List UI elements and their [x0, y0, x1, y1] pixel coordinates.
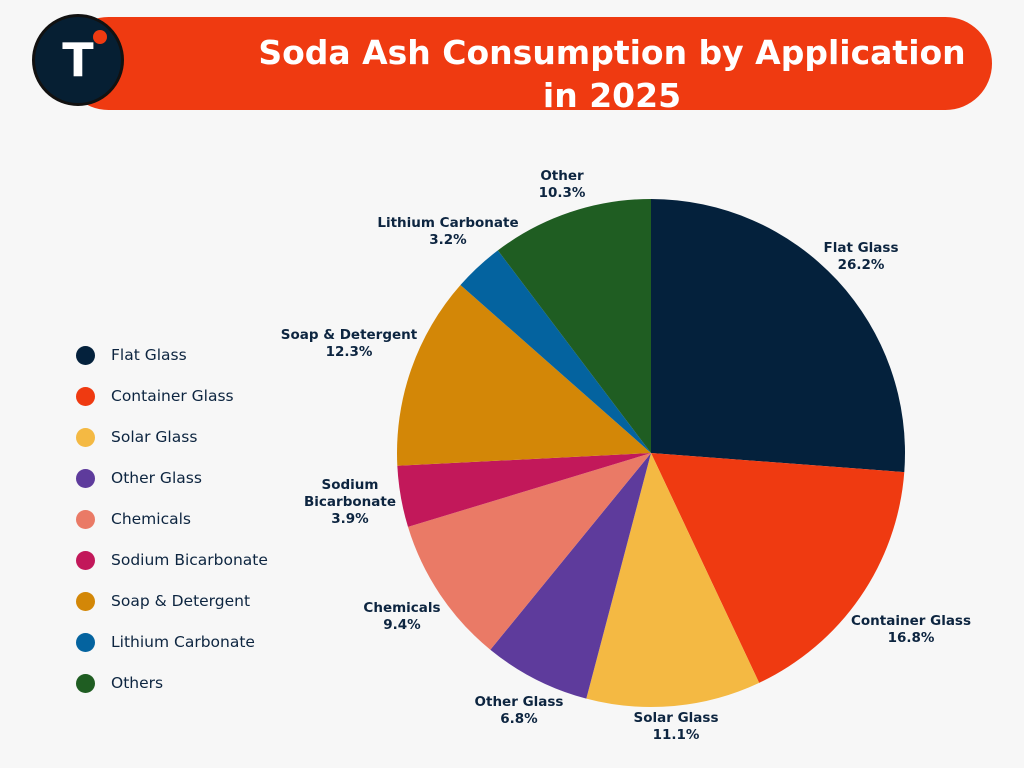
logo-dot-icon: [93, 30, 107, 44]
slice-label-line: Flat Glass: [823, 240, 898, 256]
slice-label-line: 9.4%: [383, 617, 421, 633]
slice-label-line: 26.2%: [838, 257, 885, 273]
slice-label-line: 16.8%: [888, 630, 935, 646]
pie-slice-chemicals: [408, 453, 651, 650]
slice-label-line: 11.1%: [653, 727, 700, 743]
legend-label: Others: [111, 674, 164, 692]
legend-swatch: [76, 510, 95, 529]
slice-label-line: 3.9%: [331, 511, 369, 527]
legend-item-sodium-bicarbonate: Sodium Bicarbonate: [76, 549, 268, 590]
slice-label-line: Sodium: [322, 477, 379, 493]
slice-label-line: 10.3%: [539, 185, 586, 201]
pie-slice-solar-glass: [586, 453, 760, 708]
slice-label-lithium-carbonate: Lithium Carbonate 3.2%: [377, 215, 518, 248]
legend-swatch: [76, 387, 95, 406]
chart-title-line-1: Soda Ash Consumption by Application: [258, 33, 966, 72]
chart-title-line-2: in 2025: [542, 76, 682, 115]
pie-slice-container-glass: [651, 453, 905, 683]
legend-swatch: [76, 592, 95, 611]
legend-swatch: [76, 674, 95, 693]
pie-slice-other-glass: [490, 453, 651, 699]
slice-label-sodium-bicarbonate: Sodium Bicarbonate 3.9%: [304, 477, 396, 527]
chart-legend: Flat Glass Container Glass Solar Glass O…: [76, 344, 268, 713]
slice-label-container-glass: Container Glass 16.8%: [851, 613, 971, 646]
legend-swatch: [76, 633, 95, 652]
slice-label-chemicals: Chemicals 9.4%: [363, 600, 440, 633]
legend-item-solar-glass: Solar Glass: [76, 426, 268, 467]
slice-label-flat-glass: Flat Glass 26.2%: [823, 240, 898, 273]
slice-label-line: 12.3%: [326, 344, 373, 360]
brand-logo: T: [32, 14, 124, 106]
pie-slice-flat-glass: [651, 199, 906, 473]
slice-label-line: 6.8%: [500, 711, 538, 727]
title-banner: Soda Ash Consumption by Application in 2…: [62, 17, 992, 115]
legend-swatch: [76, 428, 95, 447]
slice-label-line: Bicarbonate: [304, 494, 396, 510]
legend-label: Soap & Detergent: [111, 592, 251, 610]
slice-label-solar-glass: Solar Glass 11.1%: [634, 710, 719, 743]
slice-label-line: Container Glass: [851, 613, 971, 629]
chart-title: Soda Ash Consumption by Application in 2…: [212, 31, 1012, 117]
slice-label-other: Other 10.3%: [539, 168, 586, 201]
legend-label: Flat Glass: [111, 346, 187, 364]
slice-label-line: Other: [540, 168, 584, 184]
legend-label: Chemicals: [111, 510, 191, 528]
legend-item-soap-detergent: Soap & Detergent: [76, 590, 268, 631]
legend-item-container-glass: Container Glass: [76, 385, 268, 426]
legend-item-other-glass: Other Glass: [76, 467, 268, 508]
legend-label: Sodium Bicarbonate: [111, 551, 268, 569]
legend-label: Other Glass: [111, 469, 202, 487]
slice-label-soap-detergent: Soap & Detergent 12.3%: [281, 327, 418, 360]
pie-slice-sodium-bicarbonate: [397, 453, 651, 527]
slice-label-line: Lithium Carbonate: [377, 215, 518, 231]
slice-label-other-glass: Other Glass 6.8%: [475, 694, 564, 727]
logo-letter: T: [62, 33, 94, 87]
legend-swatch: [76, 469, 95, 488]
legend-label: Container Glass: [111, 387, 234, 405]
slice-label-line: Chemicals: [363, 600, 440, 616]
legend-item-flat-glass: Flat Glass: [76, 344, 268, 385]
legend-label: Lithium Carbonate: [111, 633, 255, 651]
pie-slice-soap-detergent: [396, 285, 651, 466]
pie-slice-other: [497, 199, 651, 453]
slice-label-line: Soap & Detergent: [281, 327, 418, 343]
slice-label-line: Solar Glass: [634, 710, 719, 726]
legend-label: Solar Glass: [111, 428, 198, 446]
legend-swatch: [76, 346, 95, 365]
legend-item-lithium-carbonate: Lithium Carbonate: [76, 631, 268, 672]
slice-label-line: 3.2%: [429, 232, 467, 248]
legend-item-chemicals: Chemicals: [76, 508, 268, 549]
legend-item-others: Others: [76, 672, 268, 713]
slice-label-line: Other Glass: [475, 694, 564, 710]
pie-slice-lithium-carbonate: [460, 250, 651, 453]
legend-swatch: [76, 551, 95, 570]
